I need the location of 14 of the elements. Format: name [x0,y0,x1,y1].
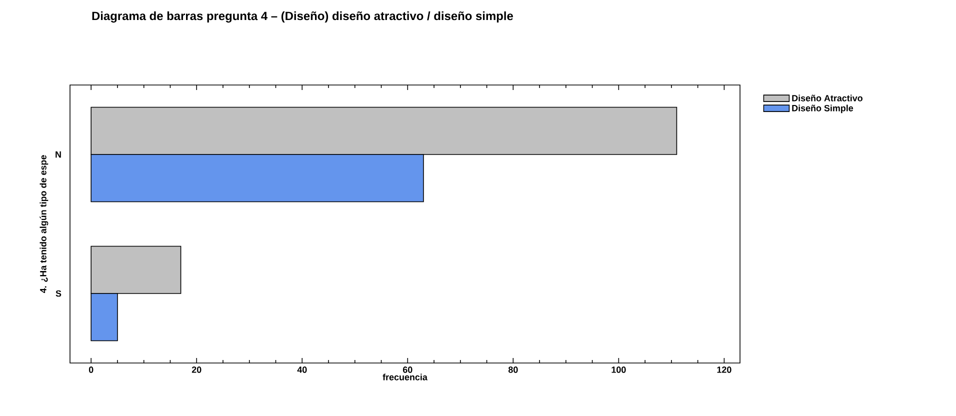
x-tick-label: 100 [612,366,626,373]
x-tick-label: 40 [297,366,307,373]
legend-label: Diseño Atractivo [792,94,862,102]
x-tick-label: 60 [402,366,412,373]
legend-label: Diseño Simple [792,104,854,114]
y-tick-label: S [56,290,62,297]
x-tick-label: 20 [192,366,202,373]
chart-title: Diagrama de barras pregunta 4 – (Diseño) diseño atractivo / diseño simple [92,11,513,23]
x-axis-title: frecuencia [382,374,428,380]
x-tick-label: 0 [88,366,94,373]
y-axis-title: 4. ¿Ha tenido algún tipo de espe [40,155,48,294]
x-tick-label: 120 [717,366,732,373]
y-tick-label: N [56,151,61,158]
x-tick-label: 80 [508,366,518,373]
